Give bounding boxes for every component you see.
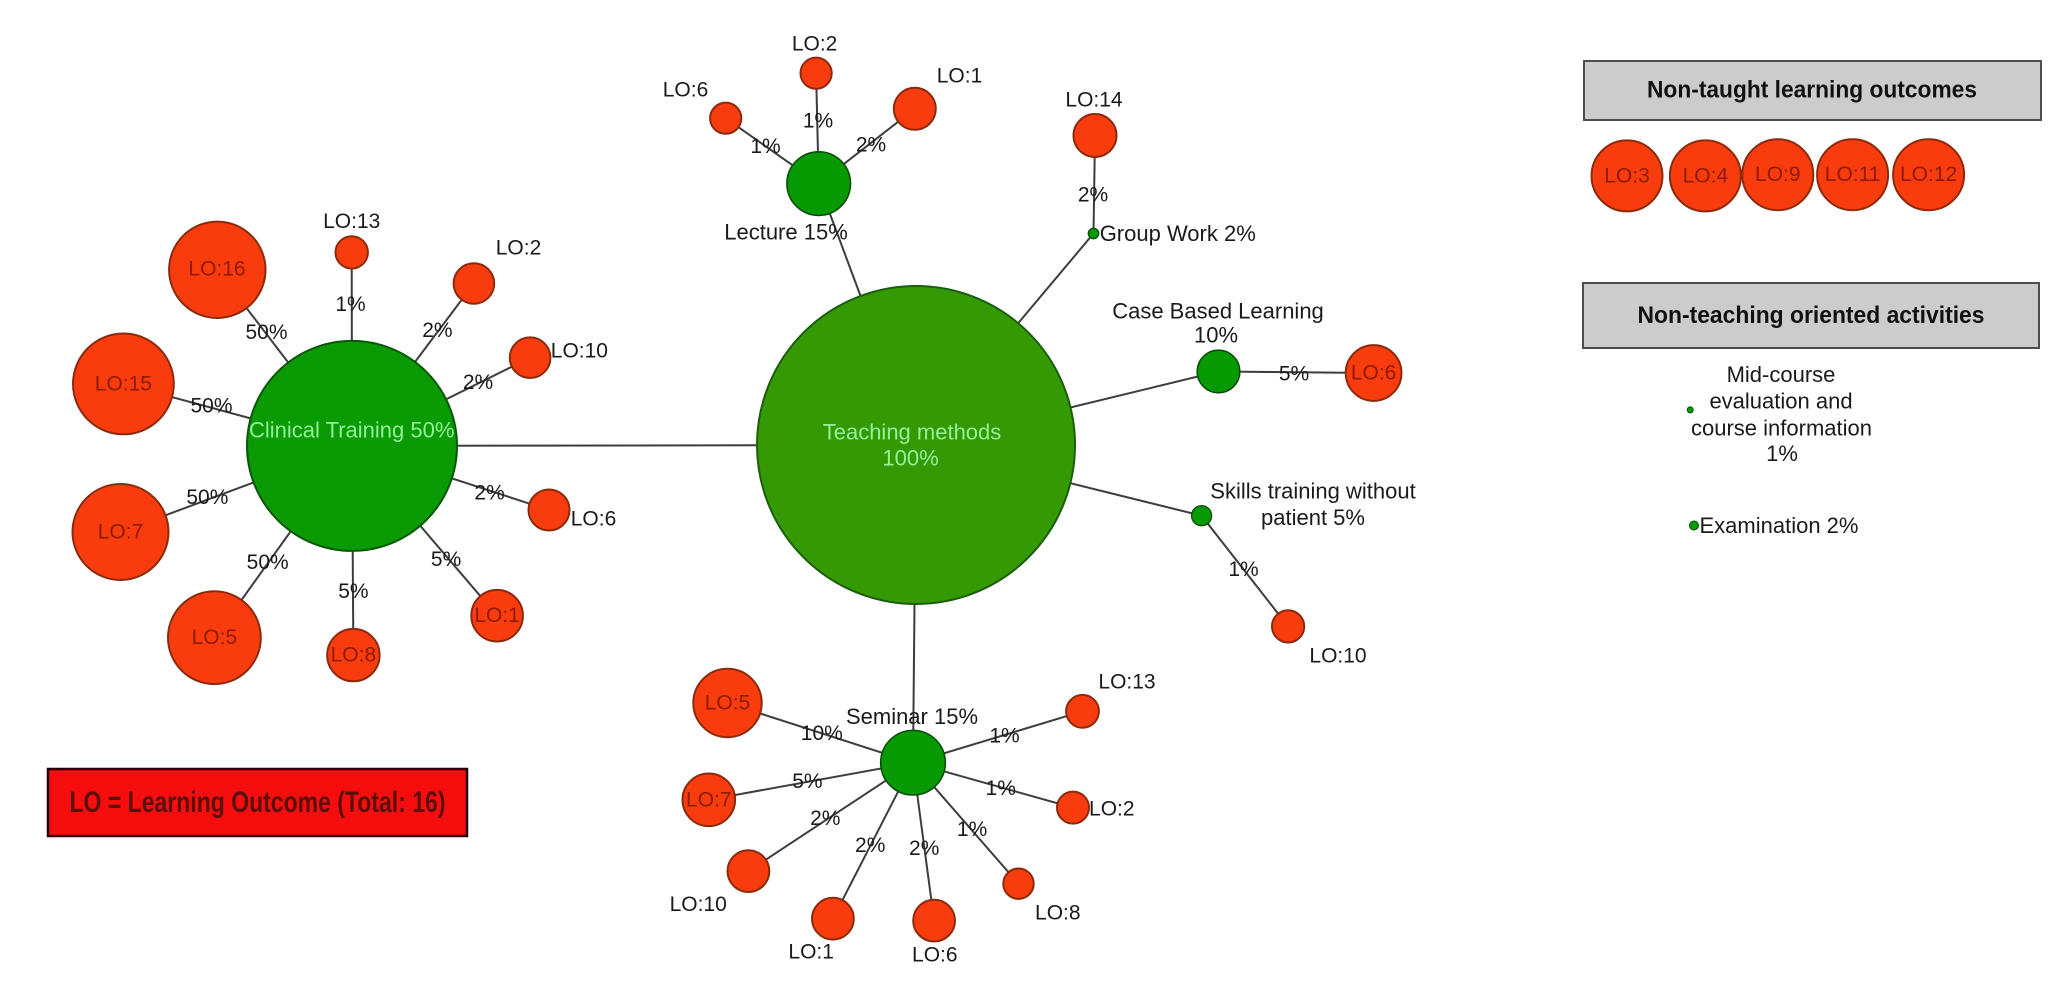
svg-text:LO:14: LO:14 bbox=[1065, 89, 1123, 112]
svg-text:10%: 10% bbox=[1194, 323, 1238, 348]
svg-text:10%: 10% bbox=[801, 722, 843, 745]
svg-text:Teaching methods: Teaching methods bbox=[823, 420, 1002, 445]
svg-text:evaluation and: evaluation and bbox=[1709, 388, 1852, 413]
svg-text:LO:1: LO:1 bbox=[937, 65, 983, 88]
svg-text:LO:2: LO:2 bbox=[496, 236, 542, 259]
svg-text:1%: 1% bbox=[803, 110, 833, 133]
svg-text:LO:1: LO:1 bbox=[788, 941, 834, 964]
svg-text:5%: 5% bbox=[792, 770, 822, 793]
svg-text:2%: 2% bbox=[463, 371, 493, 394]
svg-text:2%: 2% bbox=[422, 319, 452, 342]
svg-text:LO:6: LO:6 bbox=[571, 508, 617, 531]
svg-text:1%: 1% bbox=[750, 135, 780, 158]
svg-text:5%: 5% bbox=[431, 548, 461, 571]
svg-text:LO:6: LO:6 bbox=[663, 79, 709, 102]
svg-text:LO:3: LO:3 bbox=[1604, 164, 1650, 187]
svg-text:LO = Learning Outcome (Total:: LO = Learning Outcome (Total: 16) bbox=[70, 786, 446, 819]
svg-text:Group Work 2%: Group Work 2% bbox=[1100, 221, 1256, 246]
svg-text:LO:12: LO:12 bbox=[1900, 163, 1957, 186]
svg-text:LO:13: LO:13 bbox=[1098, 671, 1155, 694]
svg-text:LO:11: LO:11 bbox=[1825, 163, 1881, 186]
svg-text:2%: 2% bbox=[810, 807, 840, 830]
svg-text:course information: course information bbox=[1691, 415, 1872, 440]
svg-text:50%: 50% bbox=[245, 321, 287, 344]
svg-text:LO:6: LO:6 bbox=[912, 943, 958, 966]
svg-text:LO:16: LO:16 bbox=[188, 258, 245, 281]
svg-text:Non-taught learning outcomes: Non-taught learning outcomes bbox=[1647, 77, 1977, 104]
svg-text:5%: 5% bbox=[1279, 363, 1309, 386]
svg-text:2%: 2% bbox=[474, 482, 504, 505]
svg-text:LO:2: LO:2 bbox=[792, 32, 838, 55]
svg-text:LO:13: LO:13 bbox=[323, 210, 380, 233]
svg-text:LO:7: LO:7 bbox=[98, 521, 144, 544]
svg-text:LO:6: LO:6 bbox=[1351, 362, 1397, 385]
svg-text:LO:7: LO:7 bbox=[686, 788, 732, 811]
svg-text:Clinical Training 50%: Clinical Training 50% bbox=[249, 418, 454, 443]
svg-text:1%: 1% bbox=[1228, 558, 1258, 581]
svg-text:LO:5: LO:5 bbox=[192, 626, 238, 649]
svg-text:Mid-course: Mid-course bbox=[1727, 362, 1836, 387]
svg-text:LO:8: LO:8 bbox=[331, 644, 377, 667]
svg-text:Examination 2%: Examination 2% bbox=[1700, 513, 1859, 538]
svg-text:1%: 1% bbox=[986, 777, 1016, 800]
svg-text:LO:10: LO:10 bbox=[551, 340, 608, 363]
svg-text:100%: 100% bbox=[882, 446, 938, 471]
svg-text:2%: 2% bbox=[855, 834, 885, 857]
svg-text:Seminar 15%: Seminar 15% bbox=[846, 704, 978, 729]
svg-text:LO:10: LO:10 bbox=[1309, 645, 1366, 668]
svg-text:2%: 2% bbox=[909, 837, 939, 860]
svg-text:Non-teaching oriented activiti: Non-teaching oriented activities bbox=[1638, 302, 1985, 329]
svg-text:LO:1: LO:1 bbox=[474, 604, 520, 627]
svg-text:1%: 1% bbox=[335, 293, 365, 316]
svg-text:2%: 2% bbox=[856, 134, 886, 157]
svg-text:LO:5: LO:5 bbox=[705, 692, 751, 715]
svg-text:50%: 50% bbox=[190, 395, 232, 418]
svg-text:1%: 1% bbox=[957, 818, 987, 841]
svg-text:LO:15: LO:15 bbox=[95, 373, 152, 396]
svg-text:Skills training without: Skills training without bbox=[1210, 479, 1415, 504]
svg-text:2%: 2% bbox=[1078, 184, 1108, 207]
svg-text:5%: 5% bbox=[338, 580, 368, 603]
svg-text:LO:9: LO:9 bbox=[1755, 163, 1801, 186]
svg-text:50%: 50% bbox=[186, 486, 228, 509]
svg-text:Lecture 15%: Lecture 15% bbox=[724, 220, 848, 245]
svg-text:LO:10: LO:10 bbox=[670, 893, 727, 916]
svg-text:1%: 1% bbox=[989, 725, 1019, 748]
svg-text:LO:4: LO:4 bbox=[1683, 164, 1729, 187]
svg-text:50%: 50% bbox=[247, 551, 289, 574]
svg-text:LO:2: LO:2 bbox=[1089, 798, 1135, 821]
svg-text:patient 5%: patient 5% bbox=[1261, 505, 1365, 530]
svg-text:LO:8: LO:8 bbox=[1035, 902, 1081, 925]
svg-text:Case Based Learning: Case Based Learning bbox=[1112, 299, 1324, 324]
svg-text:1%: 1% bbox=[1766, 441, 1798, 466]
